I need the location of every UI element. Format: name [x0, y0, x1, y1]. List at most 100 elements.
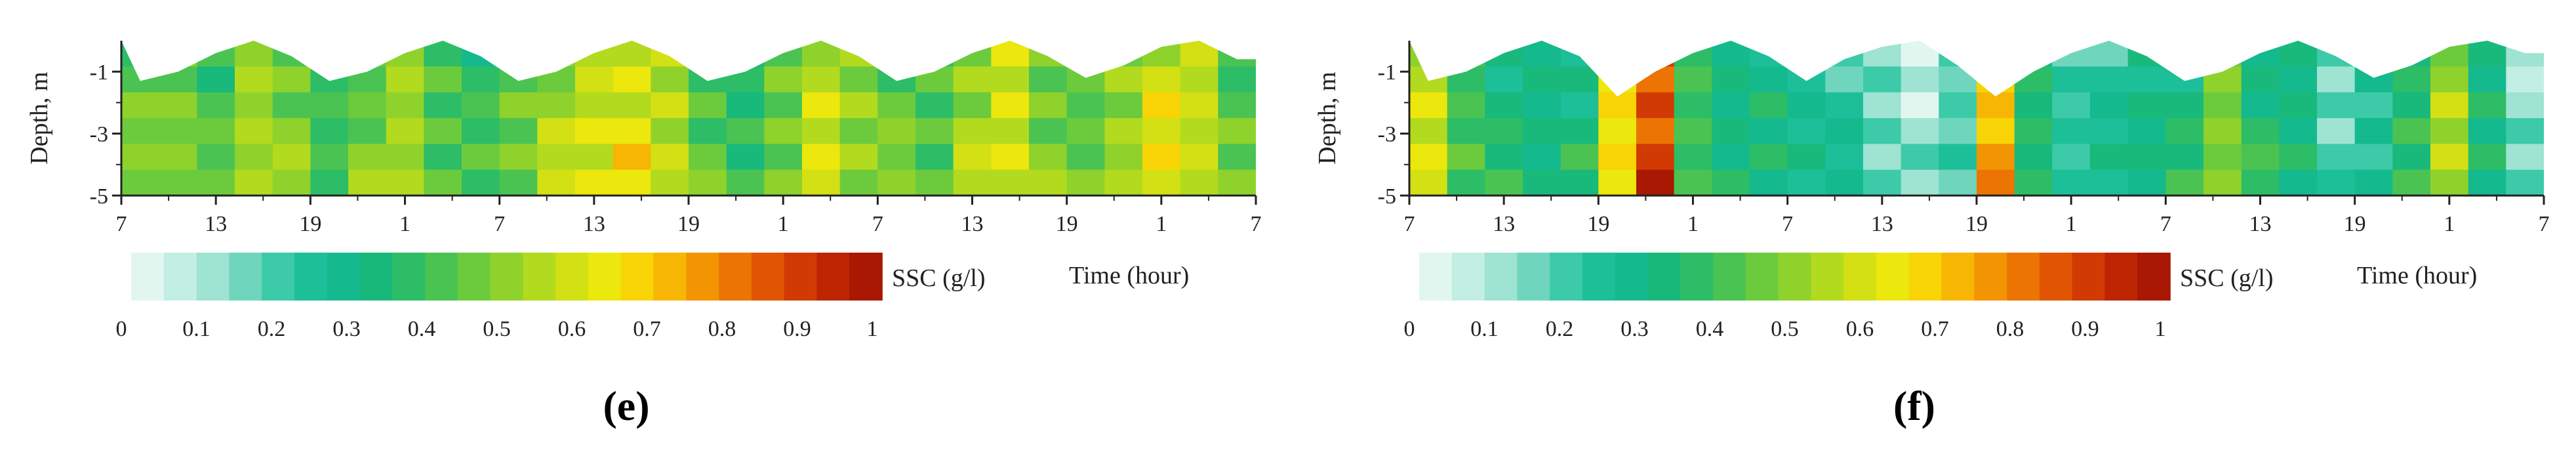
colorbar-swatch [1745, 253, 1779, 301]
heatmap-cell [1787, 118, 1826, 145]
heatmap-cell [1218, 66, 1256, 93]
heatmap-cell [1939, 118, 1977, 145]
heatmap-cell [1863, 169, 1902, 196]
heatmap-cell [424, 92, 462, 119]
y-tick-label: -5 [90, 184, 108, 209]
heatmap-cell [1447, 144, 1486, 171]
y-tick-label: -3 [90, 123, 108, 147]
heatmap-cell [2204, 144, 2242, 171]
heatmap-cell [499, 169, 538, 196]
colorbar-tick-label: 0.1 [182, 317, 211, 341]
heatmap-cell [2090, 118, 2129, 145]
colorbar [1419, 253, 2171, 301]
heatmap-cell [877, 169, 916, 196]
heatmap-cell [1104, 66, 1143, 93]
heatmap-cell [2468, 66, 2507, 93]
heatmap-cell [1787, 92, 1826, 119]
heatmap-cell [2279, 66, 2318, 93]
heatmap-cell [462, 169, 500, 196]
x-axis-label: Time (hour) [2357, 262, 2477, 289]
heatmap-cell [348, 92, 387, 119]
colorbar-swatch [1941, 253, 1975, 301]
heatmap-cell [1218, 144, 1256, 171]
colorbar-tick-label: 0.4 [408, 317, 436, 341]
heatmap-cell [1180, 118, 1219, 145]
colorbar-swatch [2007, 253, 2040, 301]
heatmap-cell [2430, 144, 2469, 171]
heatmap-cell [726, 118, 765, 145]
heatmap-cell [613, 66, 652, 93]
heatmap-cell [575, 66, 614, 93]
heatmap-cell [726, 144, 765, 171]
heatmap-cell [2204, 169, 2242, 196]
heatmap-cell [613, 118, 652, 145]
heatmap-cell [2127, 118, 2167, 145]
x-axis-label: Time (hour) [1069, 262, 1189, 289]
heatmap-cell [839, 144, 879, 171]
x-tick-label: 19 [1056, 212, 1078, 236]
heatmap-cell [575, 144, 614, 171]
heatmap-cell [651, 118, 689, 145]
heatmap-cell [1674, 92, 1713, 119]
heatmap-cell [991, 169, 1030, 196]
heatmap-cell [1409, 92, 1448, 119]
heatmap-cell [802, 92, 841, 119]
heatmap-cell [2430, 118, 2469, 145]
heatmap-cell [348, 169, 387, 196]
heatmap-cell [1104, 144, 1143, 171]
heatmap-cell [1560, 118, 1600, 145]
heatmap-cell [1901, 118, 1940, 145]
colorbar-swatch [327, 253, 361, 301]
panel-f-svg: -1 -3 -5 Depth, m 7 13 19 1 7 13 19 1 7 13 19 1 7 0 0.1 0.2… [1314, 41, 2550, 429]
heatmap-cell [1825, 92, 1864, 119]
y-tick-label: -3 [1378, 123, 1396, 147]
heatmap-cell [272, 144, 312, 171]
colorbar-swatch [1843, 253, 1877, 301]
colorbar-tick-label: 0.4 [1696, 317, 1724, 341]
colorbar-swatch [2104, 253, 2139, 301]
heatmap-cell [1029, 66, 1068, 93]
heatmap-cell [991, 92, 1030, 119]
x-tick-label: 7 [2160, 212, 2171, 236]
heatmap-cell [2241, 92, 2280, 119]
heatmap-cell [424, 118, 462, 145]
heatmap-cell [2430, 92, 2469, 119]
heatmap-cell [916, 92, 954, 119]
y-tick-label: -1 [1378, 60, 1396, 85]
colorbar-swatch [1647, 253, 1681, 301]
heatmap-cell [1409, 118, 1448, 145]
colorbar-swatch [2072, 253, 2106, 301]
colorbar-swatch [1451, 253, 1485, 301]
colorbar-swatch [490, 253, 524, 301]
x-tick-label: 19 [299, 212, 321, 236]
colorbar-tick-label: 1 [867, 317, 878, 341]
heatmap-cell [159, 169, 198, 196]
heatmap-cell [1142, 66, 1181, 93]
x-tick-label: 13 [1493, 212, 1515, 236]
heatmap-cell [1901, 144, 1940, 171]
heatmap-cell [689, 92, 727, 119]
heatmap-cell [121, 144, 160, 171]
heatmap-cell [764, 66, 803, 93]
x-tick-label: 7 [1404, 212, 1415, 236]
heatmap-cell [2468, 169, 2507, 196]
colorbar-tick-label: 0.2 [258, 317, 286, 341]
colorbar-tick-label: 0.6 [558, 317, 586, 341]
colorbar-swatch [1713, 253, 1746, 301]
heatmap-cell [764, 92, 803, 119]
heatmap-cell [1142, 92, 1181, 119]
colorbar-tick-label: 0.8 [708, 317, 736, 341]
heatmap-cell [2165, 92, 2204, 119]
heatmap-cell [2317, 118, 2356, 145]
colorbar-swatch [719, 253, 752, 301]
panel-label: (e) [603, 383, 649, 429]
heatmap-cell [1523, 144, 1561, 171]
heatmap-cell [1598, 144, 1637, 171]
y-axis-label: Depth, m [26, 72, 53, 164]
colorbar-swatch [751, 253, 785, 301]
heatmap-cell [2165, 169, 2204, 196]
heatmap-cell [2317, 92, 2356, 119]
heatmap-cell [726, 169, 765, 196]
colorbar-tick-label: 0.6 [1846, 317, 1874, 341]
x-tick-label: 1 [399, 212, 411, 236]
